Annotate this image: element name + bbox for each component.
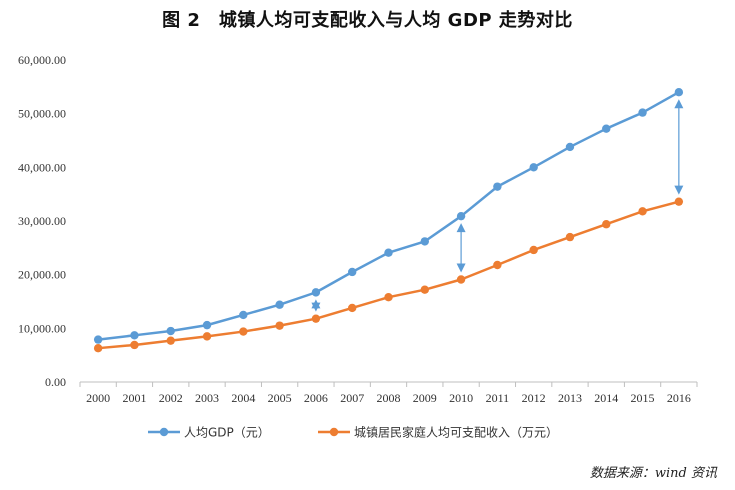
gap-arrow-2010: [456, 223, 466, 273]
data-point: [420, 285, 429, 294]
data-point: [130, 340, 139, 350]
series-line-1: [98, 200, 680, 350]
data-point: [674, 197, 684, 206]
y-tick-label: 20,000.00: [18, 268, 66, 282]
x-tick-label: 2010: [449, 391, 473, 405]
gap-arrow-head-down: [311, 302, 321, 312]
data-point: [348, 303, 357, 313]
x-tick-label: 2006: [304, 391, 328, 405]
gap-arrow-head-down: [456, 263, 466, 273]
x-tick-label: 2011: [486, 391, 510, 405]
y-tick-label: 0.00: [45, 375, 66, 389]
data-point: [202, 320, 212, 330]
data-point: [384, 248, 393, 257]
x-tick-label: 2003: [195, 391, 219, 405]
y-tick-label: 50,000.00: [18, 107, 66, 121]
gap-arrow-2016: [674, 99, 684, 195]
data-point: [529, 163, 538, 172]
x-tick-label: 2016: [667, 391, 691, 405]
data-point: [493, 182, 502, 191]
x-tick-label: 2001: [122, 391, 146, 405]
x-tick-label: 2009: [413, 391, 437, 405]
chart-series: [93, 88, 684, 353]
y-tick-label: 40,000.00: [18, 160, 66, 174]
data-point: [529, 245, 538, 255]
x-tick-label: 2007: [340, 391, 364, 405]
legend-label: 城镇居民家庭人均可支配收入（万元）: [354, 425, 558, 440]
data-point: [93, 335, 103, 344]
data-point: [130, 331, 139, 340]
gap-arrow-2006: [311, 299, 321, 312]
data-point: [638, 207, 647, 216]
data-point: [420, 237, 429, 246]
x-tick-label: 2014: [594, 391, 618, 405]
gap-arrow-head-up: [456, 223, 466, 233]
legend-label: 人均GDP（元）: [184, 426, 270, 440]
data-point: [348, 267, 357, 277]
data-point: [311, 314, 321, 323]
data-point: [565, 232, 575, 242]
data-point: [93, 343, 103, 353]
chart-legend: 人均GDP（元） 城镇居民家庭人均可支配收入（万元）: [148, 425, 558, 440]
data-point: [202, 332, 212, 341]
legend-swatch-marker: [159, 427, 169, 437]
data-point: [239, 310, 248, 320]
data-point: [602, 124, 611, 133]
series-line-0: [98, 91, 680, 341]
x-tick-label: 2002: [159, 391, 183, 405]
data-point: [456, 275, 466, 284]
gap-arrow-head-up: [674, 99, 684, 109]
chart-title: 图 2 城镇人均可支配收入与人均 GDP 走势对比: [162, 10, 573, 31]
data-point: [638, 108, 647, 117]
source-note: 数据来源：wind 资讯: [589, 466, 717, 481]
data-point: [602, 220, 611, 229]
data-point: [166, 336, 175, 345]
y-tick-label: 60,000.00: [18, 53, 66, 67]
x-tick-label: 2012: [522, 391, 546, 405]
data-point: [166, 326, 175, 336]
chart-annotations: [311, 99, 684, 312]
chart-axes: 0.00 10,000.00 20,000.00 30,000.00 40,000.00…: [18, 53, 698, 405]
x-tick-label: 2008: [377, 391, 401, 405]
data-point: [239, 327, 248, 336]
data-point: [493, 260, 502, 270]
y-tick-label: 30,000.00: [18, 214, 66, 228]
data-point: [384, 293, 393, 302]
y-tick-label: 10,000.00: [18, 321, 66, 335]
data-point: [275, 321, 284, 330]
x-tick-label: 2013: [558, 391, 582, 405]
data-point: [275, 300, 284, 309]
data-point: [456, 211, 466, 221]
x-tick-label: 2004: [231, 391, 255, 405]
gap-arrow-head-down: [674, 185, 684, 195]
legend-swatch-marker: [329, 427, 339, 437]
x-tick-label: 2005: [268, 391, 292, 405]
data-point: [674, 88, 684, 97]
data-point: [311, 288, 321, 297]
x-tick-label: 2015: [631, 391, 655, 405]
x-tick-label: 2000: [86, 391, 110, 405]
data-point: [565, 142, 575, 152]
